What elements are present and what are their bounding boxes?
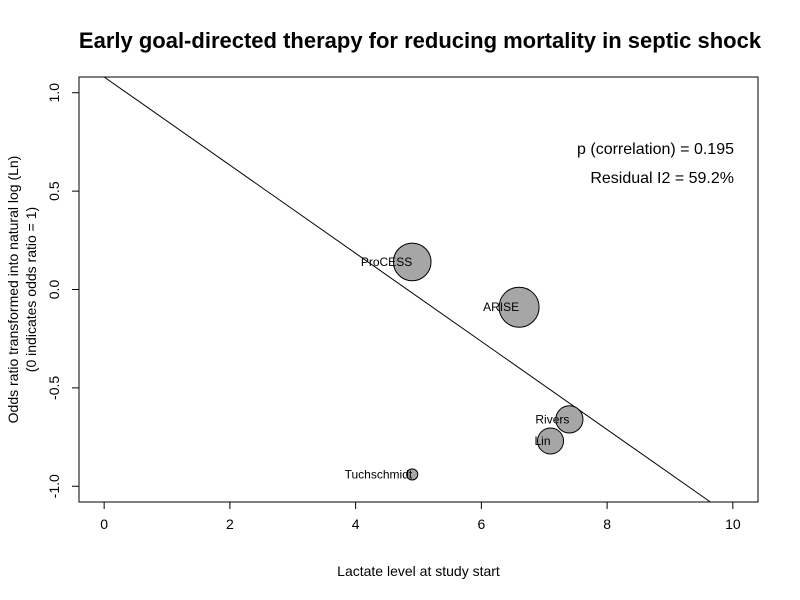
residual-i2-annotation: Residual I2 = 59.2% [590, 170, 734, 187]
y-tick-label: -0.5 [46, 376, 62, 400]
regression-line [103, 76, 711, 503]
study-bubble-tuchschmidt [406, 468, 419, 481]
study-label-process: ProCESS [361, 255, 412, 269]
study-label-tuchschmidt: Tuchschmidt [345, 467, 413, 481]
x-tick-label: 2 [226, 516, 234, 532]
y-tick-label: 0.5 [46, 181, 62, 201]
chart-title: Early goal-directed therapy for reducing… [78, 28, 762, 53]
x-tick-label: 6 [477, 516, 485, 532]
y-tick-label: 0.0 [46, 280, 62, 300]
regression-line-group [103, 76, 711, 503]
x-axis-title: Lactate level at study start [337, 563, 500, 579]
y-axis: -1.0 -0.5 0.0 0.5 1.0 [46, 83, 80, 498]
study-bubble-lin [537, 427, 565, 455]
x-tick-label: 4 [352, 516, 360, 532]
y-tick-label: -1.0 [46, 474, 62, 498]
bubble-group [392, 242, 584, 481]
y-tick-label: 1.0 [46, 83, 62, 103]
study-label-lin: Lin [535, 434, 551, 448]
x-axis: 0 2 4 6 8 10 [100, 501, 741, 532]
study-label-arise: ARISE [483, 300, 519, 314]
x-tick-label: 8 [603, 516, 611, 532]
x-tick-label: 10 [725, 516, 741, 532]
study-label-group: ProCESS ARISE Rivers Lin Tuchschmidt [345, 255, 570, 482]
study-label-rivers: Rivers [535, 412, 569, 426]
x-tick-label: 0 [100, 516, 108, 532]
y-axis-title-line1: Odds ratio transformed into natural log … [5, 156, 21, 424]
study-bubble-process [392, 242, 432, 282]
y-axis-title-line2: (0 indicates odds ratio = 1) [23, 207, 39, 372]
study-bubble-rivers [555, 405, 584, 434]
correlation-annotation: p (correlation) = 0.195 [577, 141, 734, 158]
study-bubble-arise [498, 286, 540, 328]
